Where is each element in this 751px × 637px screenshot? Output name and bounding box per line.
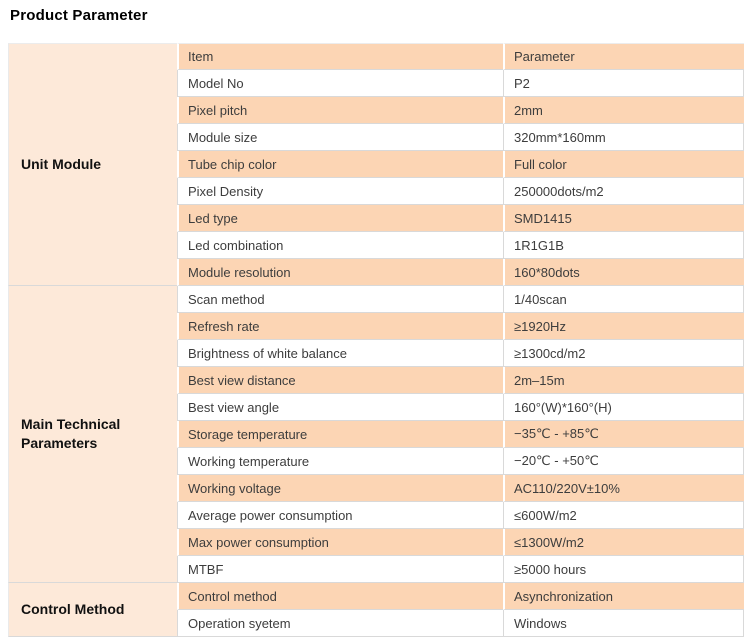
- parameter-cell: Full color: [503, 151, 744, 178]
- table-row: Working temperature −20℃ - +50℃: [8, 448, 744, 475]
- parameter-cell: −20℃ - +50℃: [503, 448, 744, 475]
- parameter-cell: P2: [503, 70, 744, 97]
- item-cell: Pixel Density: [177, 178, 503, 205]
- table-row: Module resolution 160*80dots: [8, 259, 744, 286]
- parameter-cell: Asynchronization: [503, 583, 744, 610]
- parameter-cell: −35℃ - +85℃: [503, 421, 744, 448]
- table-row: Led type SMD1415: [8, 205, 744, 232]
- table-row: Working voltage AC110/220V±10%: [8, 475, 744, 502]
- parameter-cell: ≥1300cd/m2: [503, 340, 744, 367]
- table-row: Model No P2: [8, 70, 744, 97]
- parameter-cell: 1R1G1B: [503, 232, 744, 259]
- item-cell: MTBF: [177, 556, 503, 583]
- item-header-cell: Item: [177, 43, 503, 70]
- parameter-cell: AC110/220V±10%: [503, 475, 744, 502]
- parameter-header-cell: Parameter: [503, 43, 744, 70]
- item-cell: Module resolution: [177, 259, 503, 286]
- item-cell: Scan method: [177, 286, 503, 313]
- table-header-row: Unit Module Item Parameter: [8, 43, 744, 286]
- item-cell: Operation syetem: [177, 610, 503, 637]
- parameter-cell: Windows: [503, 610, 744, 637]
- parameter-cell: 320mm*160mm: [503, 124, 744, 151]
- parameter-cell: 250000dots/m2: [503, 178, 744, 205]
- table-row: Best view distance 2m–15m: [8, 367, 744, 394]
- item-cell: Average power consumption: [177, 502, 503, 529]
- table-row: Max power consumption ≤1300W/m2: [8, 529, 744, 556]
- page-title: Product Parameter: [10, 7, 148, 24]
- table-row: Tube chip color Full color: [8, 151, 744, 178]
- table-row: Storage temperature −35℃ - +85℃: [8, 421, 744, 448]
- parameter-cell: 160*80dots: [503, 259, 744, 286]
- table-row: Best view angle 160°(W)*160°(H): [8, 394, 744, 421]
- item-cell: Best view distance: [177, 367, 503, 394]
- parameter-cell: ≤1300W/m2: [503, 529, 744, 556]
- table-row: Control Method Control method Asynchroni…: [8, 583, 744, 637]
- parameter-cell: 2m–15m: [503, 367, 744, 394]
- product-parameter-table: Unit Module Item Parameter Model No P2 P…: [8, 43, 744, 637]
- parameter-cell: 2mm: [503, 97, 744, 124]
- table-row: Refresh rate ≥1920Hz: [8, 313, 744, 340]
- category-cell: Control Method: [8, 583, 177, 637]
- parameter-cell: 160°(W)*160°(H): [503, 394, 744, 421]
- table-row: Brightness of white balance ≥1300cd/m2: [8, 340, 744, 367]
- parameter-cell: ≥1920Hz: [503, 313, 744, 340]
- item-cell: Control method: [177, 583, 503, 610]
- table-row: Led combination 1R1G1B: [8, 232, 744, 259]
- parameter-cell: SMD1415: [503, 205, 744, 232]
- table-row: Module size 320mm*160mm: [8, 124, 744, 151]
- table-row: Average power consumption ≤600W/m2: [8, 502, 744, 529]
- item-cell: Pixel pitch: [177, 97, 503, 124]
- item-cell: Brightness of white balance: [177, 340, 503, 367]
- item-cell: Best view angle: [177, 394, 503, 421]
- item-cell: Led combination: [177, 232, 503, 259]
- table-row: Main Technical Parameters Scan method 1/…: [8, 286, 744, 583]
- parameter-cell: ≥5000 hours: [503, 556, 744, 583]
- category-cell: Main Technical Parameters: [8, 286, 177, 583]
- table-row: Operation syetem Windows: [8, 610, 744, 637]
- item-cell: Max power consumption: [177, 529, 503, 556]
- table-row: Pixel Density 250000dots/m2: [8, 178, 744, 205]
- table-row: MTBF ≥5000 hours: [8, 556, 744, 583]
- item-cell: Module size: [177, 124, 503, 151]
- item-cell: Working voltage: [177, 475, 503, 502]
- item-cell: Storage temperature: [177, 421, 503, 448]
- parameter-cell: ≤600W/m2: [503, 502, 744, 529]
- item-cell: Tube chip color: [177, 151, 503, 178]
- table-row: Pixel pitch 2mm: [8, 97, 744, 124]
- parameter-cell: 1/40scan: [503, 286, 744, 313]
- category-cell: Unit Module: [8, 43, 177, 286]
- item-cell: Led type: [177, 205, 503, 232]
- item-cell: Model No: [177, 70, 503, 97]
- item-cell: Working temperature: [177, 448, 503, 475]
- item-cell: Refresh rate: [177, 313, 503, 340]
